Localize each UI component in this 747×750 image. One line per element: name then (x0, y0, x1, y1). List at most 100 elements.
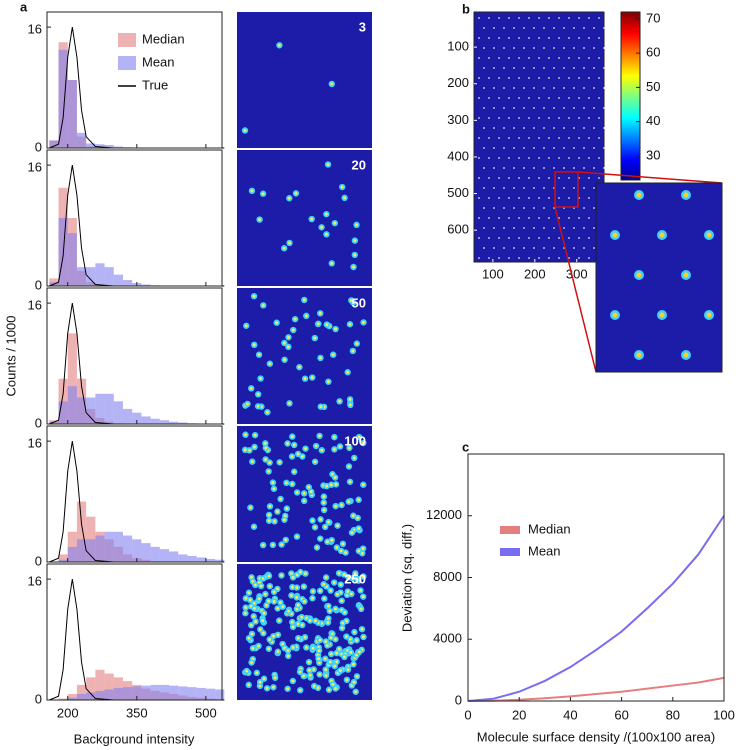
molecule-core (355, 674, 359, 678)
grid-dot (568, 57, 570, 59)
molecule-core (334, 687, 337, 690)
grid-dot (498, 97, 500, 99)
grid-dot (573, 127, 575, 129)
molecule-core (277, 619, 281, 623)
x-tick-label: 0 (464, 707, 471, 722)
histogram-bar (178, 686, 188, 700)
axes-frame (46, 149, 223, 287)
molecule-core (310, 217, 314, 221)
grid-dot (583, 187, 585, 189)
molecule-core (249, 386, 253, 390)
molecule-core (268, 504, 272, 508)
grid-dot (498, 17, 500, 19)
molecule-core (293, 317, 297, 321)
molecule-core (361, 441, 365, 445)
grid-dot (493, 107, 495, 109)
molecule-core (304, 447, 307, 451)
molecule-core (272, 634, 275, 638)
molecule-core (325, 323, 329, 326)
molecule-core (311, 519, 314, 523)
grid-dot (523, 47, 525, 49)
molecule-core (256, 392, 260, 396)
molecule-core (278, 43, 281, 47)
molecule-core (326, 617, 330, 620)
molecule-core (352, 680, 356, 684)
molecule-core (311, 596, 314, 600)
molecule-core (257, 644, 261, 648)
molecule-core (319, 405, 323, 409)
molecule-core (357, 527, 361, 530)
grid-dot (518, 237, 520, 239)
y-tick-label: 8000 (433, 569, 462, 584)
grid-dot (478, 157, 480, 159)
grid-dot (603, 147, 605, 149)
grid-dot (598, 37, 600, 39)
molecule-core (304, 572, 307, 575)
grid-dot (558, 17, 560, 19)
molecule-core (296, 636, 300, 640)
colorbar-tick-label: 60 (646, 45, 660, 60)
grid-dot (583, 47, 585, 49)
histogram-bar (205, 558, 216, 562)
molecule-core (252, 525, 256, 529)
panel-label: c (462, 439, 469, 454)
colorbar-tick-label: 30 (646, 147, 660, 162)
grid-dot (518, 57, 520, 59)
molecule-core (322, 508, 326, 512)
series-line (467, 676, 725, 702)
density-label: 250 (344, 571, 366, 586)
grid-dot (573, 107, 575, 109)
histogram-bar (104, 673, 114, 700)
grid-dot (488, 37, 490, 39)
histogram-bar (159, 549, 170, 562)
histogram-bar (76, 397, 87, 424)
heatmap-image (473, 11, 605, 263)
grid-dot (573, 87, 575, 89)
grid-dot (513, 67, 515, 69)
grid-dot (528, 157, 530, 159)
molecule-core (329, 636, 333, 640)
molecule-core (290, 435, 294, 438)
molecule-core (351, 514, 355, 518)
grid-dot (538, 57, 540, 59)
y-tick-label: 400 (447, 148, 469, 163)
true-line (49, 441, 225, 563)
molecule-core (252, 614, 256, 618)
grid-dot (483, 187, 485, 189)
grid-dot (513, 247, 515, 249)
grid-dot (508, 157, 510, 159)
grid-dot (498, 37, 500, 39)
grid-dot (483, 67, 485, 69)
histogram-bar (132, 539, 142, 562)
histogram-bar (76, 132, 87, 148)
molecule-core (265, 603, 268, 607)
molecule-core (257, 353, 261, 357)
molecule-core (258, 680, 262, 684)
y-tick-label: 100 (447, 39, 469, 54)
grid-dot (593, 107, 595, 109)
molecule-core (356, 516, 360, 520)
molecule-core (303, 635, 307, 639)
molecule-core (254, 620, 257, 623)
grid-dot (498, 197, 500, 199)
grid-dot (593, 87, 595, 89)
histogram-bar (67, 546, 77, 562)
molecule-core (289, 572, 293, 575)
inset-molecule-core (612, 312, 618, 318)
molecule-core (244, 433, 247, 437)
grid-dot (593, 147, 595, 149)
molecule-core (317, 322, 320, 326)
molecule-core (290, 594, 293, 597)
grid-dot (483, 87, 485, 89)
grid-dot (478, 217, 480, 219)
molecule-core (272, 685, 275, 689)
histogram-bar (104, 144, 114, 148)
grid-dot (513, 187, 515, 189)
molecule-core (337, 571, 341, 575)
grid-dot (543, 107, 545, 109)
molecule-core (309, 490, 313, 494)
grid-dot (478, 17, 480, 19)
grid-dot (573, 67, 575, 69)
molecule-core (361, 575, 365, 578)
molecule-core (328, 609, 332, 613)
